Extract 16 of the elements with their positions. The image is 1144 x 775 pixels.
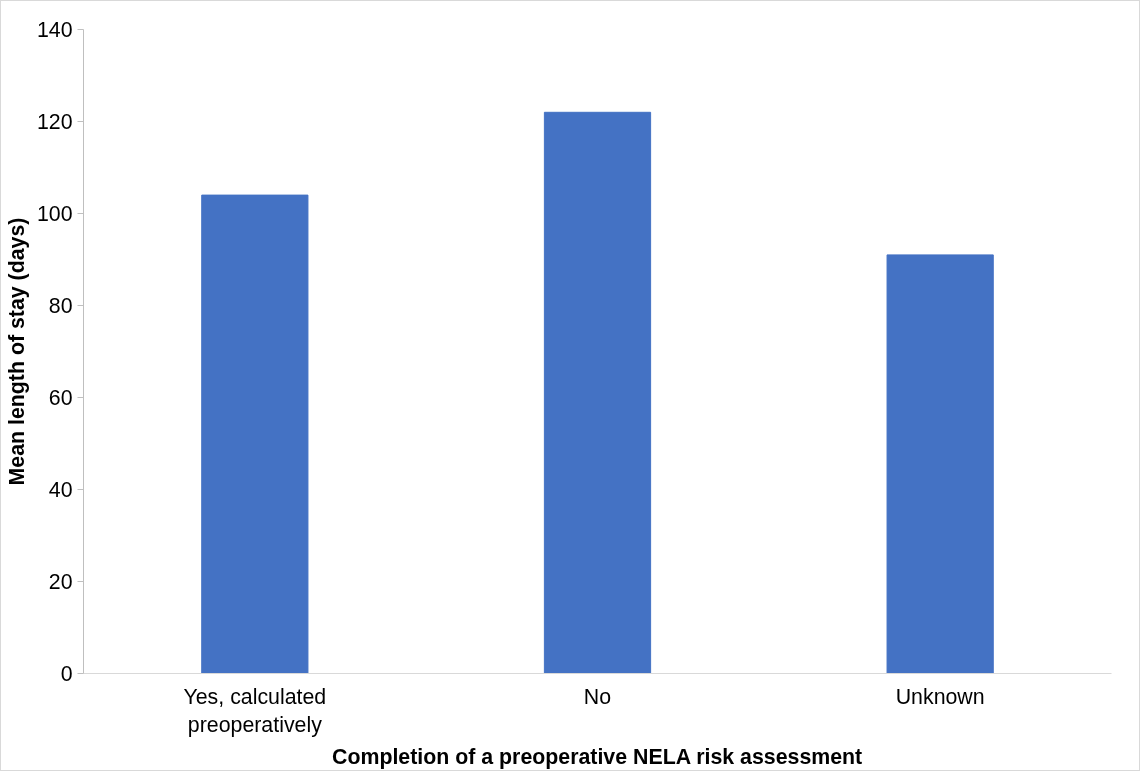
- x-axis-title: Completion of a preoperative NELA risk assessment: [332, 745, 863, 770]
- bar: [543, 111, 652, 674]
- y-tick-label: 0: [60, 662, 73, 686]
- y-tick-label: 20: [48, 570, 73, 594]
- x-tick-label: Yes, calculated preoperatively: [183, 684, 327, 738]
- y-tick-label: 100: [36, 202, 73, 226]
- y-tick-label: 60: [48, 386, 73, 410]
- y-tick-label: 120: [36, 110, 73, 134]
- y-tick-label: 40: [48, 478, 73, 502]
- y-tick-label: 140: [36, 18, 73, 42]
- y-axis-title: Mean length of stay (days): [4, 217, 29, 486]
- y-tick-label: 80: [48, 294, 73, 318]
- x-tick-label: No: [583, 684, 612, 709]
- bar: [886, 254, 994, 674]
- bar: [201, 194, 309, 674]
- x-tick-label: Unknown: [895, 684, 985, 709]
